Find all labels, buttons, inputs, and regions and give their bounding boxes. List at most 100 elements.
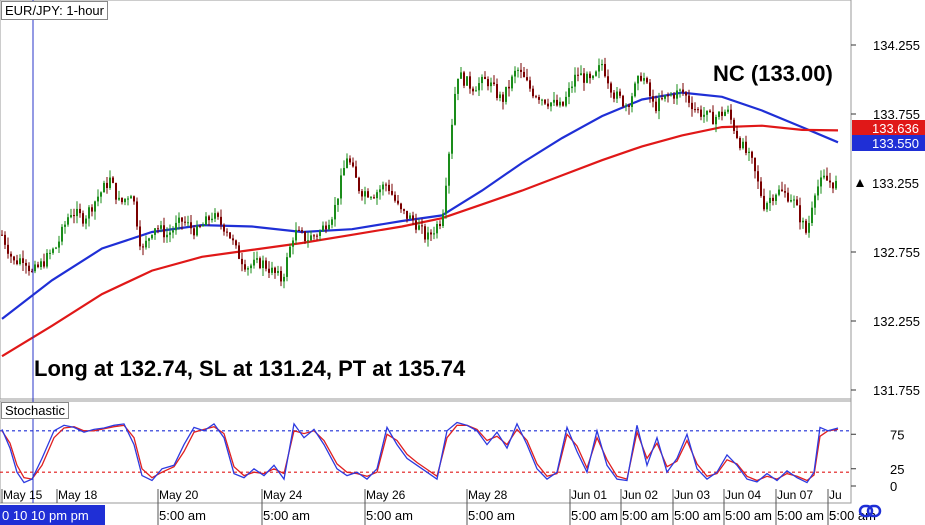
candle-body: [361, 191, 363, 197]
candle-body: [190, 222, 192, 229]
date-tick-label: May 28: [468, 488, 508, 502]
candle-body: [433, 233, 435, 235]
candle-body: [622, 95, 624, 107]
stochastic-panel-frame: [0, 400, 852, 504]
candle-body: [763, 195, 765, 210]
candle-body: [316, 235, 318, 237]
date-tick-label: May 20: [159, 488, 199, 502]
candle-body: [541, 99, 543, 101]
candle-body: [547, 103, 549, 107]
candle-body: [757, 171, 759, 182]
candle-body: [826, 175, 828, 181]
candle-body: [100, 192, 102, 197]
stochastic-lines: [1, 421, 839, 484]
candle-body: [421, 225, 423, 227]
candle-body: [181, 217, 183, 222]
candle-body: [766, 203, 768, 210]
price-tick-label: 133.755: [873, 107, 920, 122]
candle-body: [475, 90, 477, 92]
candle-body: [631, 96, 633, 107]
time-axis: May 15 May 18 May 20 May 24 May 26 May 28 Jun …: [0, 488, 876, 525]
candle-body: [574, 74, 576, 87]
candle-body: [34, 264, 36, 272]
candle-body: [685, 92, 687, 96]
candle-body: [58, 241, 60, 248]
candle-body: [703, 114, 705, 117]
candle-body: [184, 221, 186, 223]
candle-body: [466, 76, 468, 86]
candle-body: [370, 197, 372, 199]
candle-body: [478, 83, 480, 91]
date-tick-label: May 26: [366, 488, 406, 502]
time-tick-label: 5:00 am: [263, 508, 310, 523]
candle-body: [724, 111, 726, 116]
candle-body: [202, 225, 204, 227]
candle-body: [337, 198, 339, 205]
candle-body: [109, 177, 111, 188]
candle-body: [598, 65, 600, 72]
candle-body: [169, 232, 171, 235]
time-tick-label: 5:00 am: [674, 508, 721, 523]
candle-body: [283, 276, 285, 282]
price-candles: [1, 57, 837, 289]
candle-body: [142, 246, 144, 248]
candle-body: [373, 197, 375, 199]
link-icon[interactable]: [858, 502, 882, 520]
candle-body: [553, 99, 555, 103]
candle-body: [829, 180, 831, 183]
candle-body: [664, 95, 666, 99]
price-tick-label: 134.255: [873, 38, 920, 53]
candle-body: [70, 215, 72, 218]
candle-body: [28, 265, 30, 272]
candle-body: [139, 226, 141, 247]
candle-body: [136, 201, 138, 227]
time-tick-label: 5:00 am: [468, 508, 515, 523]
candle-body: [217, 213, 219, 217]
candle-body: [442, 213, 444, 227]
candle-body: [379, 189, 381, 193]
date-tick-label: May 24: [263, 488, 303, 502]
candle-body: [331, 219, 333, 225]
candle-body: [52, 248, 54, 253]
candle-body: [538, 97, 540, 100]
candle-body: [247, 268, 249, 270]
candle-body: [199, 225, 201, 227]
candle-body: [187, 222, 189, 224]
candle-body: [424, 226, 426, 240]
candle-body: [7, 244, 9, 254]
candle-body: [286, 257, 288, 277]
stochastic-levels: [0, 430, 851, 473]
candle-body: [493, 82, 495, 85]
candle-body: [253, 259, 255, 266]
candle-body: [709, 110, 711, 112]
candle-body: [775, 194, 777, 201]
price-tick-label: 132.755: [873, 245, 920, 260]
candle-body: [697, 109, 699, 111]
candle-body: [487, 79, 489, 87]
price-axis: 134.255 133.755 132.755 132.255 131.755: [851, 38, 920, 398]
candle-body: [115, 182, 117, 200]
time-tick-label: 5:00 am: [725, 508, 772, 523]
candle-body: [91, 207, 93, 212]
date-tick-label: Jun 07: [777, 488, 813, 502]
candle-body: [103, 182, 105, 193]
candle-body: [778, 189, 780, 195]
candle-body: [655, 101, 657, 112]
stoch-tick-label: 75: [890, 427, 904, 442]
candle-body: [769, 197, 771, 204]
candle-body: [412, 215, 414, 221]
candle-body: [823, 175, 825, 178]
candle-body: [265, 260, 267, 269]
candle-body: [571, 86, 573, 89]
candle-body: [355, 166, 357, 178]
candle-body: [322, 225, 324, 232]
candle-body: [658, 98, 660, 112]
candle-body: [745, 141, 747, 153]
candle-body: [388, 184, 390, 191]
candle-body: [565, 96, 567, 106]
candle-body: [193, 228, 195, 236]
candle-body: [793, 199, 795, 201]
candle-body: [166, 234, 168, 238]
candle-body: [154, 228, 156, 235]
